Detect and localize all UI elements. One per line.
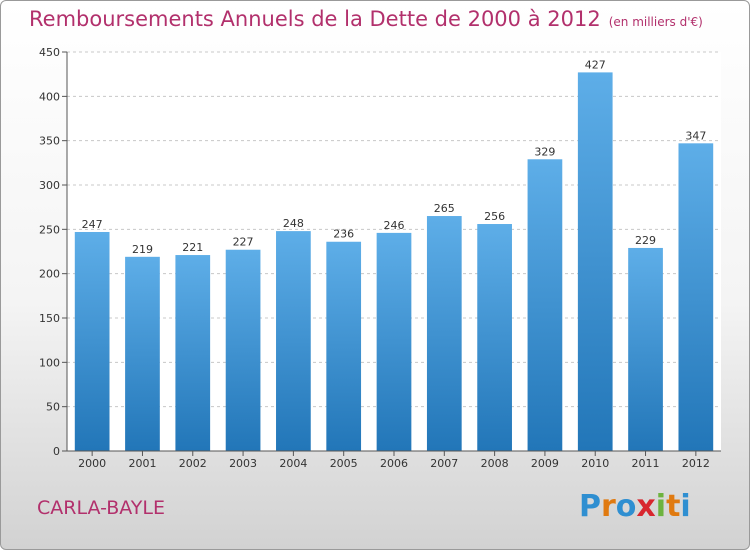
x-tick-label: 2004 [279,457,307,470]
proxiti-logo[interactable]: Proxiti [579,489,691,524]
y-tick-label: 400 [39,90,60,103]
x-tick-label: 2010 [581,457,609,470]
bar-2002 [175,255,211,451]
bar-2006 [376,232,412,451]
y-tick-label: 450 [39,46,60,59]
bar-2007 [426,216,462,451]
bar-2012 [678,143,714,451]
bar-2011 [628,247,663,451]
x-tick-label: 2005 [330,457,358,470]
logo-letter: i [655,489,667,524]
y-tick-label: 350 [39,135,60,148]
logo-letter: t [666,489,681,524]
bar-value-label: 248 [283,217,304,230]
chart-title: Remboursements Annuels de la Dette de 20… [29,7,703,31]
y-tick-label: 150 [39,312,60,325]
x-tick-label: 2008 [481,457,509,470]
y-tick-label: 200 [39,268,60,281]
bar-value-label: 329 [534,145,555,158]
y-tick-label: 250 [39,223,60,236]
bar-2000 [74,231,110,451]
logo-letter: i [680,489,691,524]
x-tick-label: 2003 [229,457,257,470]
y-tick-label: 100 [39,356,60,369]
bar-2005 [326,241,362,451]
title-unit: (en milliers d'€) [608,15,703,29]
bar-value-label: 227 [233,236,254,249]
y-tick-label: 0 [53,445,60,458]
bar-2001 [125,256,160,451]
bar-value-label: 221 [182,241,203,254]
x-tick-label: 2000 [78,457,106,470]
logo-letter: x [636,489,656,524]
logo-letter: r [601,489,616,524]
title-text: Remboursements Annuels de la Dette de 20… [29,7,601,31]
bar-2003 [225,249,261,451]
bar-2004 [276,231,311,451]
y-tick-label: 50 [46,401,60,414]
x-tick-label: 2012 [682,457,710,470]
x-tick-label: 2011 [632,457,660,470]
commune-name: CARLA-BAYLE [37,497,165,519]
bar-value-label: 236 [333,228,354,241]
x-tick-label: 2002 [179,457,207,470]
bar-2008 [477,224,512,451]
logo-letter: P [579,489,601,524]
bar-value-label: 246 [384,219,405,232]
bar-value-label: 229 [635,234,656,247]
bar-value-label: 427 [585,58,606,71]
bar-2010 [577,72,613,451]
x-tick-label: 2007 [430,457,458,470]
x-tick-label: 2001 [128,457,156,470]
logo-letter: o [615,489,637,524]
bar-value-label: 347 [685,129,706,142]
bar-value-label: 219 [132,243,153,256]
x-tick-label: 2006 [380,457,408,470]
bar-2009 [527,159,563,451]
bar-value-label: 265 [434,202,455,215]
x-tick-label: 2009 [531,457,559,470]
y-tick-label: 300 [39,179,60,192]
bar-value-label: 256 [484,210,505,223]
bar-value-label: 247 [82,218,103,231]
